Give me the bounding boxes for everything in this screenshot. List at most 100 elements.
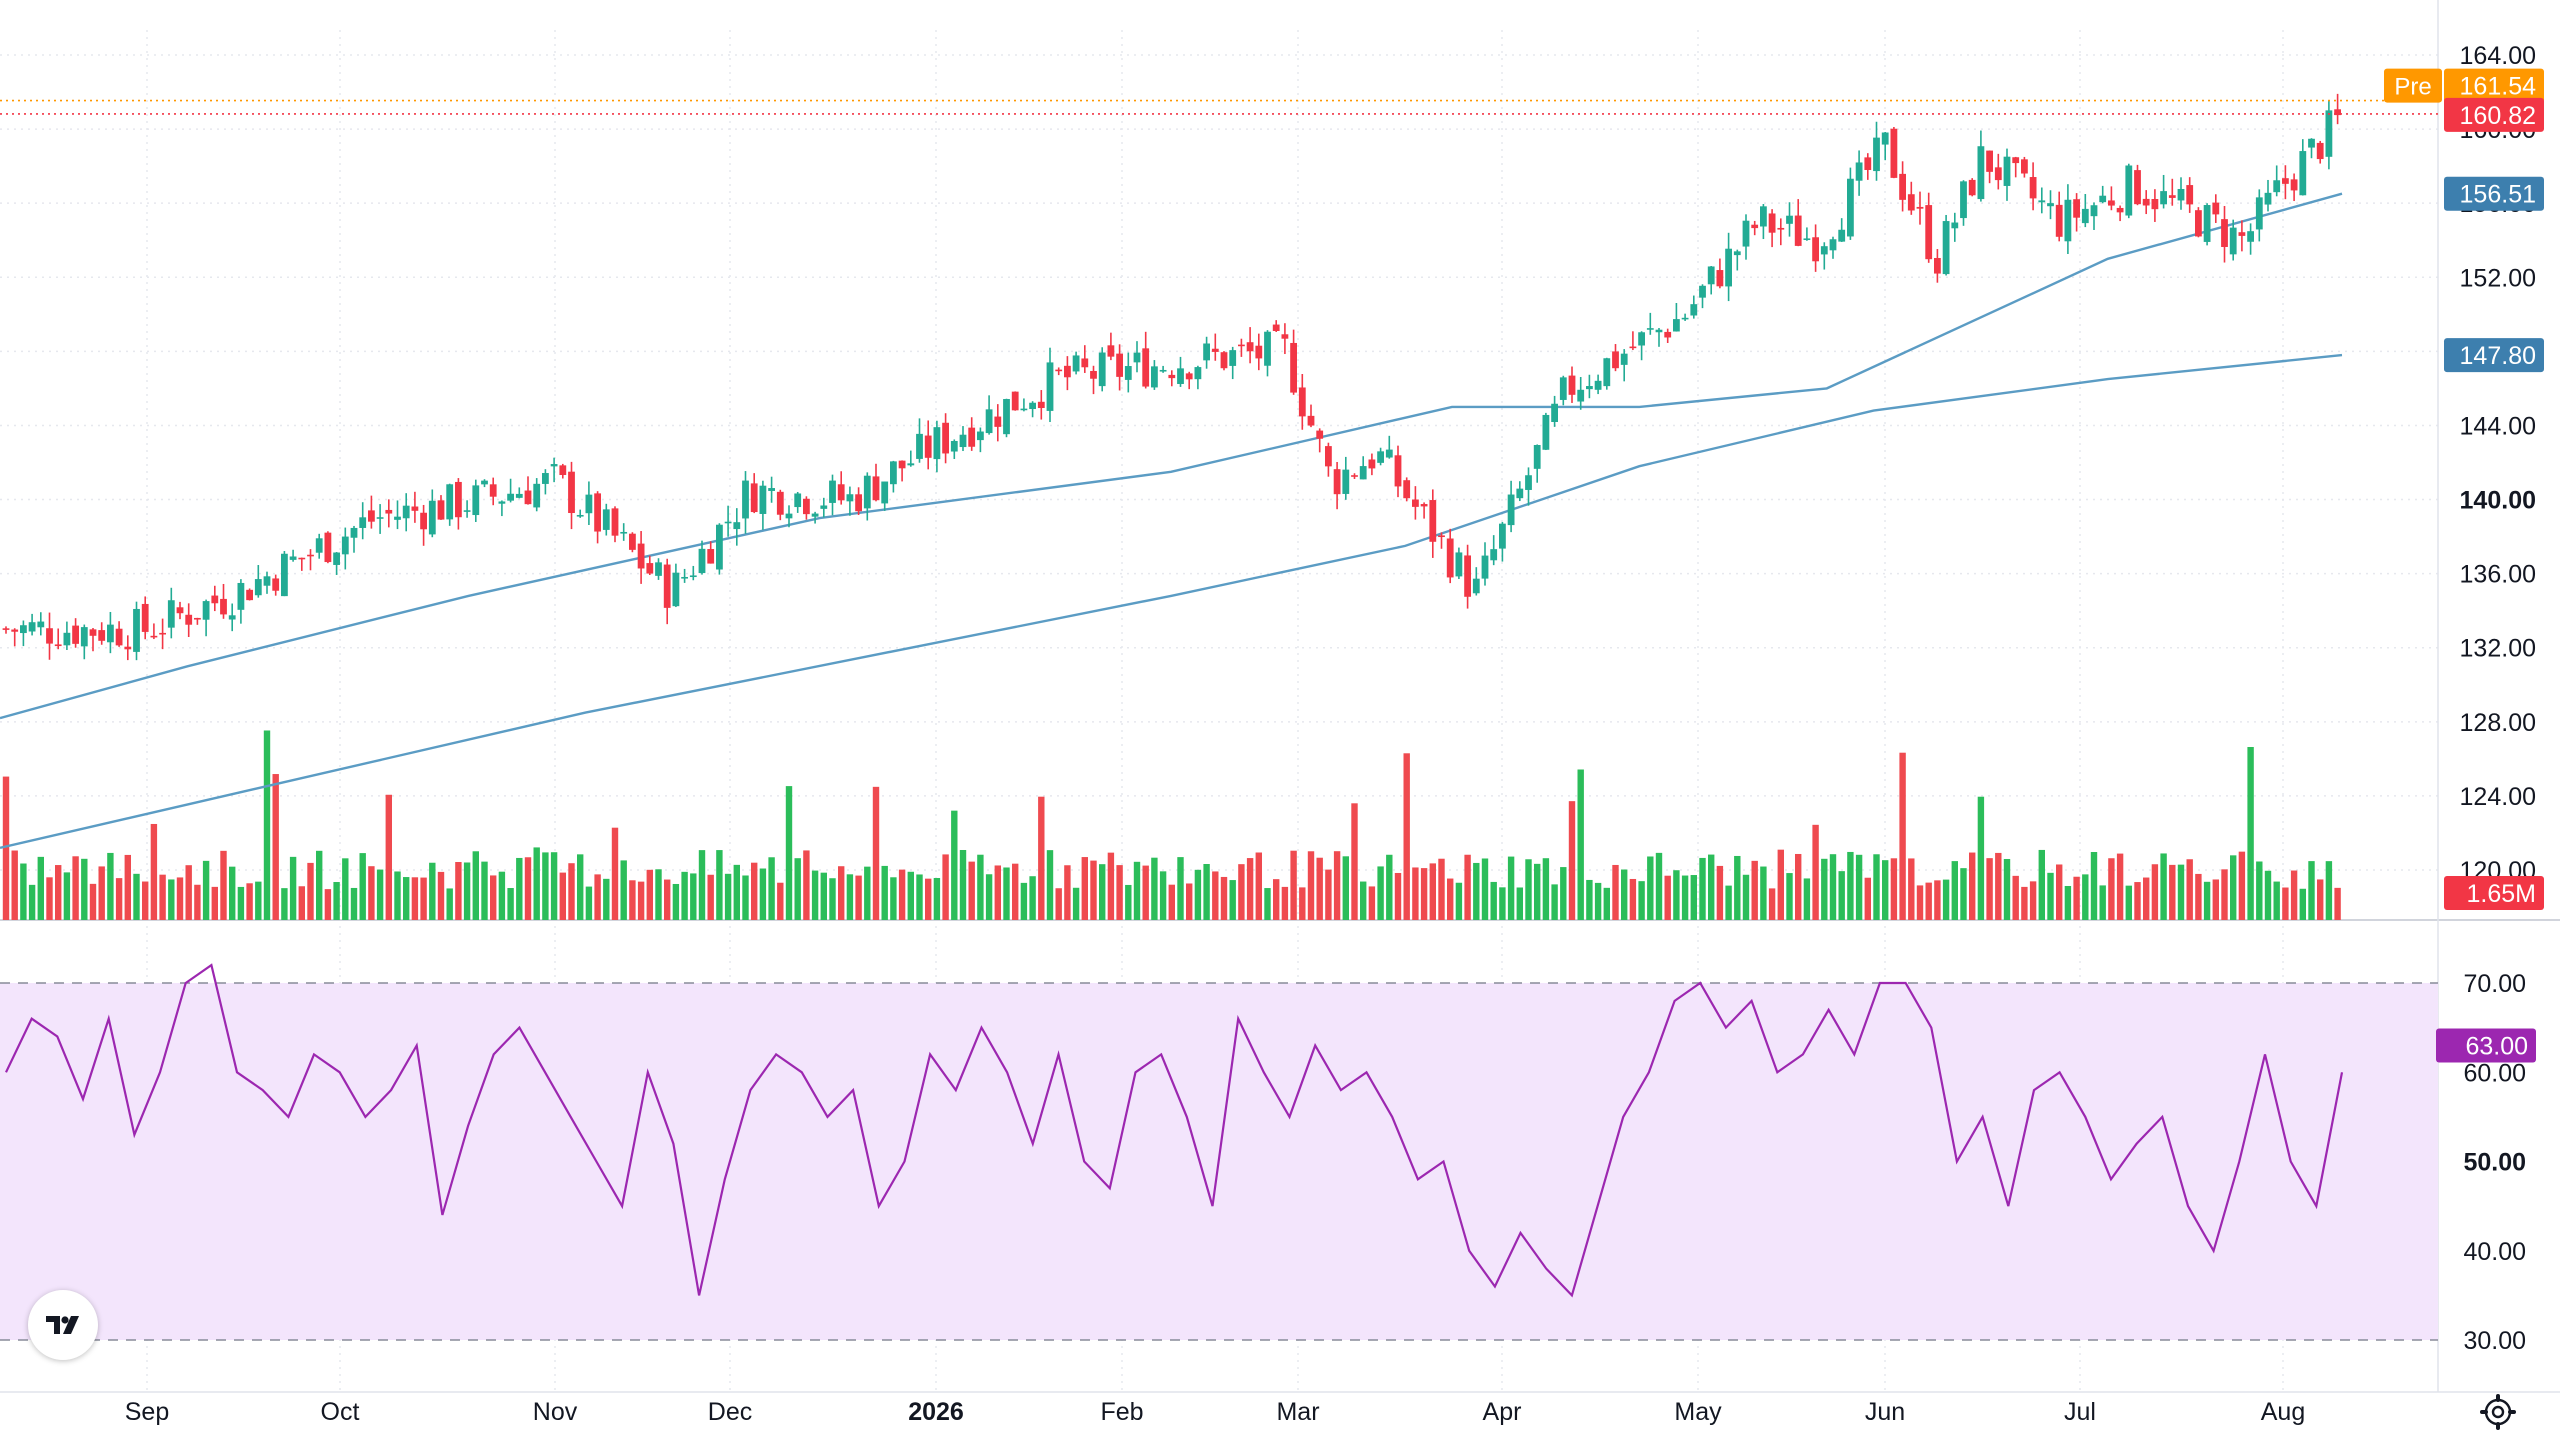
candle-body — [2125, 165, 2133, 216]
candle-body — [1098, 352, 1106, 387]
moving-average-value: 156.51 — [2460, 181, 2536, 209]
candle-body — [959, 434, 967, 448]
volume-bar — [63, 872, 71, 920]
volume-bar — [777, 882, 784, 920]
candle-body — [1177, 368, 1184, 384]
candle-body — [20, 625, 27, 634]
volume-bar — [1255, 852, 1262, 920]
candle-body — [2299, 151, 2307, 196]
volume-bar — [1751, 860, 1758, 920]
volume-bar — [298, 886, 305, 920]
volume-bar — [716, 850, 723, 920]
volume-bar — [1516, 887, 1523, 920]
candle-body — [1116, 353, 1123, 377]
moving-average-lines — [0, 192, 2343, 849]
price-tick-label: 152.00 — [2460, 264, 2536, 292]
candle-body — [1803, 238, 1811, 241]
volume-bar — [855, 875, 862, 920]
volume-bar — [98, 866, 105, 920]
candle-body — [1394, 455, 1402, 487]
candle-body — [559, 465, 567, 475]
volume-bar — [768, 857, 775, 920]
volume-bar — [2177, 864, 2185, 920]
volume-bar — [959, 849, 967, 920]
volume-bar — [2334, 887, 2341, 920]
candle-body — [950, 440, 958, 452]
volume-bar — [2247, 747, 2254, 920]
volume-bar — [255, 881, 262, 920]
candle-body — [1629, 346, 1637, 349]
candle-body — [28, 622, 36, 632]
volume-bar — [1934, 880, 1941, 920]
candle-body — [524, 490, 532, 505]
rsi-value: 63.00 — [2465, 1032, 2528, 1060]
candle-body — [672, 572, 680, 607]
candle-body — [1046, 362, 1054, 411]
candle-body — [1385, 449, 1393, 458]
candle-body — [1551, 403, 1558, 423]
volume-bar — [1621, 869, 1628, 920]
volume-bar — [411, 877, 419, 920]
price-tick-label: 136.00 — [2460, 561, 2536, 589]
volume-bar — [2003, 858, 2011, 920]
candle-body — [1377, 451, 1384, 463]
volume-bar — [1786, 873, 1793, 920]
volume-bar — [472, 851, 479, 920]
volume-bar — [1681, 875, 1689, 920]
volume-bar — [838, 866, 845, 920]
settings-gear-icon[interactable] — [2478, 1392, 2518, 1432]
candle-body — [1107, 345, 1115, 357]
last-close-value-bg — [2444, 97, 2544, 132]
candle-body — [481, 480, 488, 485]
candle-body — [907, 463, 915, 466]
volume-bar — [2282, 887, 2289, 920]
candle-body — [794, 493, 802, 508]
volume-bar — [263, 730, 271, 920]
volume-bar — [289, 856, 297, 920]
candle-body — [585, 494, 593, 514]
volume-bar — [681, 871, 688, 920]
volume-bar — [785, 786, 793, 920]
volume-bar — [1577, 769, 1584, 920]
volume-bar — [1473, 862, 1480, 920]
tradingview-logo-icon[interactable] — [28, 1290, 98, 1360]
volume-bar — [803, 850, 810, 920]
price-tick-label: 144.00 — [2460, 412, 2536, 440]
candle-body — [1272, 324, 1280, 332]
candle-body — [1081, 358, 1089, 368]
candle-body — [2047, 203, 2054, 207]
candle-body — [2021, 159, 2028, 174]
candle-body — [2325, 110, 2333, 157]
volume-bar — [72, 856, 79, 920]
volume-bar — [1386, 854, 1393, 920]
volume-bar — [1029, 876, 1036, 920]
volume-bar — [1055, 888, 1062, 920]
candle-body — [759, 485, 767, 514]
candle-body — [1290, 342, 1297, 393]
candle-body — [37, 621, 45, 628]
volume-bar — [2143, 877, 2150, 920]
volume-bar — [1307, 851, 1315, 920]
volume-bar — [1429, 863, 1436, 920]
candle-body — [1124, 366, 1132, 380]
volume-bar — [1977, 796, 1985, 920]
candle-body — [2247, 231, 2254, 242]
volume-bar — [1290, 850, 1297, 920]
candle-body — [803, 498, 810, 515]
candle-body — [2038, 200, 2046, 203]
volume-bar — [846, 874, 854, 920]
volume-bar — [1351, 803, 1358, 920]
candle-body — [1255, 345, 1263, 359]
volume-bar — [211, 886, 218, 920]
candle-body — [2142, 198, 2150, 206]
candle-body — [63, 632, 71, 646]
candle-body — [568, 471, 575, 514]
volume-bar — [1560, 867, 1567, 920]
volume-bar — [550, 852, 558, 920]
time-tick-label: Apr — [1483, 1398, 1522, 1426]
volume-bar — [2038, 849, 2045, 920]
volume-bar — [585, 886, 593, 920]
volume-bar — [794, 858, 801, 920]
candle-body — [1351, 475, 1358, 477]
